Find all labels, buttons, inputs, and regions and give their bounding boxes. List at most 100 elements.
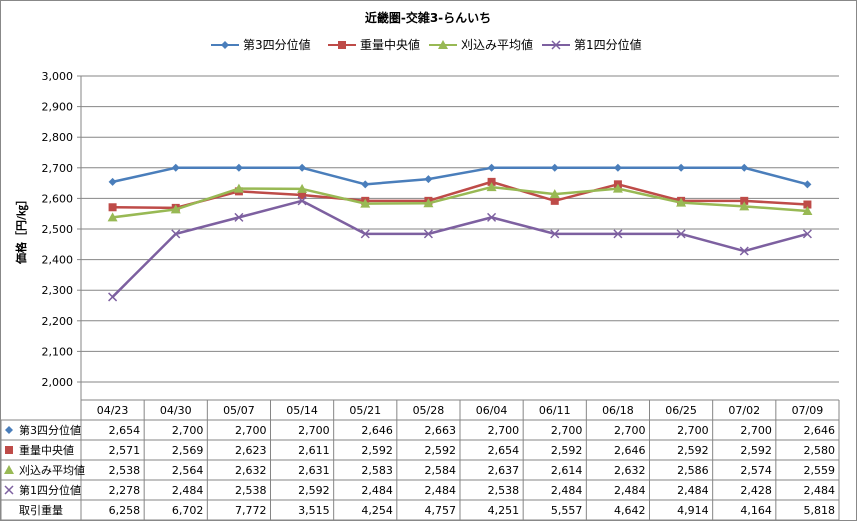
table-cell: 6,258 <box>109 504 141 517</box>
table-cell: 2,637 <box>488 464 520 477</box>
table-cell: 2,592 <box>298 484 330 497</box>
series <box>107 182 813 222</box>
table-row: 刈込み平均値 2,538 2,564 2,632 2,631 2,583 2,584 2,63… <box>4 464 835 477</box>
table-cell: 2,700 <box>551 424 583 437</box>
data-point <box>550 229 560 239</box>
table-cell: 4,251 <box>488 504 520 517</box>
y-axis-label: 価格［円/㎏］ <box>14 194 29 265</box>
row-legend-key <box>5 426 13 434</box>
data-point <box>171 163 180 172</box>
row-legend-key <box>5 446 13 454</box>
data-point <box>423 229 433 239</box>
series-line <box>112 166 808 186</box>
data-point <box>487 212 497 222</box>
y-tick-label: 2,600 <box>42 192 74 205</box>
legend-entry: 刈込み平均値 <box>429 37 533 52</box>
x-tick-label: 06/11 <box>539 404 571 417</box>
table-cell: 2,583 <box>361 464 393 477</box>
legend-entry: 重量中央値 <box>328 37 420 52</box>
data-point <box>802 229 812 239</box>
legend-label: 重量中央値 <box>360 37 420 52</box>
data-point <box>487 177 496 186</box>
x-tick-label: 07/02 <box>728 404 760 417</box>
table-cell: 2,663 <box>425 424 457 437</box>
y-tick-label: 2,700 <box>42 162 74 175</box>
x-tick-label: 05/21 <box>349 404 381 417</box>
table-cell: 2,538 <box>109 464 141 477</box>
table-cell: 2,700 <box>488 424 520 437</box>
data-point <box>677 163 686 172</box>
table-cell: 2,631 <box>298 464 330 477</box>
table-cell: 2,428 <box>740 484 772 497</box>
data-point <box>360 198 371 208</box>
chart-title: 近畿圏-交雑3-らんいち <box>365 10 491 25</box>
y-tick-label: 2,100 <box>42 345 74 358</box>
table-cell: 2,484 <box>425 484 457 497</box>
x-tick-label: 06/18 <box>602 404 634 417</box>
legend-label: 第1四分位値 <box>574 37 642 52</box>
table-cell: 2,700 <box>298 424 330 437</box>
data-point <box>739 201 750 211</box>
table-row: 重量中央値 2,571 2,569 2,623 2,611 2,592 2,592 2,654… <box>5 443 835 457</box>
data-point <box>424 175 433 184</box>
table-cell: 4,164 <box>740 504 772 517</box>
series-line <box>112 185 808 219</box>
table-row: 取引重量 6,258 6,702 7,772 3,515 4,254 4,757 4,251 5… <box>19 503 835 517</box>
table-cell: 2,700 <box>677 424 709 437</box>
table-cell: 2,559 <box>804 464 836 477</box>
data-point <box>423 198 434 208</box>
table-cell: 2,700 <box>172 424 204 437</box>
data-table: 04/23 04/30 05/07 05/14 05/21 05/28 06/04 06/11… <box>1 382 840 520</box>
table-cell: 2,646 <box>804 424 836 437</box>
data-point <box>108 177 117 186</box>
data-point <box>360 229 370 239</box>
y-tick-label: 2,800 <box>42 131 74 144</box>
table-cell: 4,642 <box>614 504 646 517</box>
table-cell: 2,484 <box>551 484 583 497</box>
data-point <box>613 229 623 239</box>
data-point <box>550 196 559 205</box>
table-cell: 2,654 <box>109 424 141 437</box>
data-point <box>676 229 686 239</box>
y-tick-label: 3,000 <box>42 70 74 83</box>
table-cell: 2,592 <box>361 444 393 457</box>
table-cell: 2,484 <box>804 484 836 497</box>
x-tick-label: 06/25 <box>665 404 697 417</box>
data-point <box>297 183 308 193</box>
table-cell: 2,654 <box>488 444 520 457</box>
data-point <box>234 163 243 172</box>
data-point <box>298 191 307 200</box>
table-cell: 2,278 <box>109 484 141 497</box>
data-point <box>676 197 687 207</box>
row-legend-key <box>4 485 14 495</box>
data-point <box>549 189 560 199</box>
table-cell: 2,632 <box>614 464 646 477</box>
table-cell: 3,515 <box>298 504 330 517</box>
data-point <box>802 205 813 215</box>
row-label: 第3四分位値 <box>19 423 81 437</box>
data-point <box>108 203 117 212</box>
legend-label: 刈込み平均値 <box>461 37 533 52</box>
y-tick-label: 2,900 <box>42 101 74 114</box>
series <box>108 196 812 302</box>
x-tick-label: 06/04 <box>476 404 508 417</box>
x-tick-label: 05/14 <box>286 404 318 417</box>
table-cell: 2,592 <box>740 444 772 457</box>
data-point <box>107 212 118 222</box>
data-point <box>298 163 307 172</box>
data-point <box>297 196 307 206</box>
data-point <box>740 196 749 205</box>
series-line <box>112 180 808 210</box>
data-point <box>361 180 370 189</box>
table-cell: 2,484 <box>361 484 393 497</box>
table-cell: 2,564 <box>172 464 204 477</box>
table-cell: 2,574 <box>740 464 772 477</box>
data-point <box>550 163 559 172</box>
data-point <box>739 246 749 256</box>
y-tick-label: 2,200 <box>42 315 74 328</box>
table-cell: 5,818 <box>804 504 836 517</box>
data-point <box>234 212 244 222</box>
table-cell: 2,700 <box>614 424 646 437</box>
